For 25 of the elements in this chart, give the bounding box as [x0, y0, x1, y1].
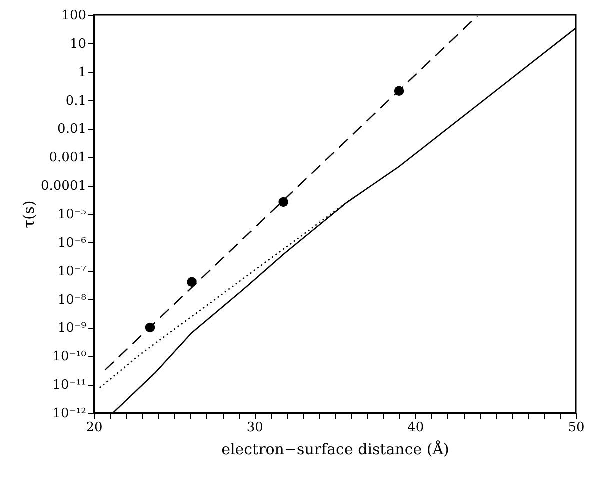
x-tick-label: 50: [568, 420, 585, 436]
y-tick-label: 10⁻⁸: [58, 292, 86, 308]
y-tick-label: 100: [62, 8, 86, 24]
y-tick-label: 10⁻⁵: [58, 208, 86, 222]
y-tick-label: 0.1: [66, 94, 86, 109]
y-tick-label: 0.01: [58, 122, 86, 138]
y-tick-label: 10⁻¹²: [52, 406, 86, 422]
y-tick-label: 10⁻⁹: [58, 321, 86, 336]
y-axis-title: τ(s): [20, 200, 38, 228]
x-tick-label: 20: [86, 420, 103, 436]
y-tick-label: 0.001: [49, 150, 86, 166]
point: [145, 322, 156, 333]
y-tick-label: 10: [70, 36, 86, 52]
x-tick-label: 30: [246, 420, 264, 436]
x-tick-label: 40: [408, 420, 424, 436]
point: [278, 197, 288, 208]
point: [394, 86, 404, 96]
y-tick-label: 10⁻⁷: [58, 264, 86, 280]
y-tick-label: 1: [78, 65, 86, 80]
y-tick-label: 10⁻¹⁰: [52, 350, 86, 365]
x-axis-title: electron−surface distance (Å): [222, 440, 450, 458]
point: [187, 277, 197, 288]
y-tick-label: 10⁻⁶: [58, 236, 86, 251]
y-tick-label: 0.0001: [41, 179, 86, 194]
y-tick-label: 10⁻¹¹: [52, 378, 86, 394]
